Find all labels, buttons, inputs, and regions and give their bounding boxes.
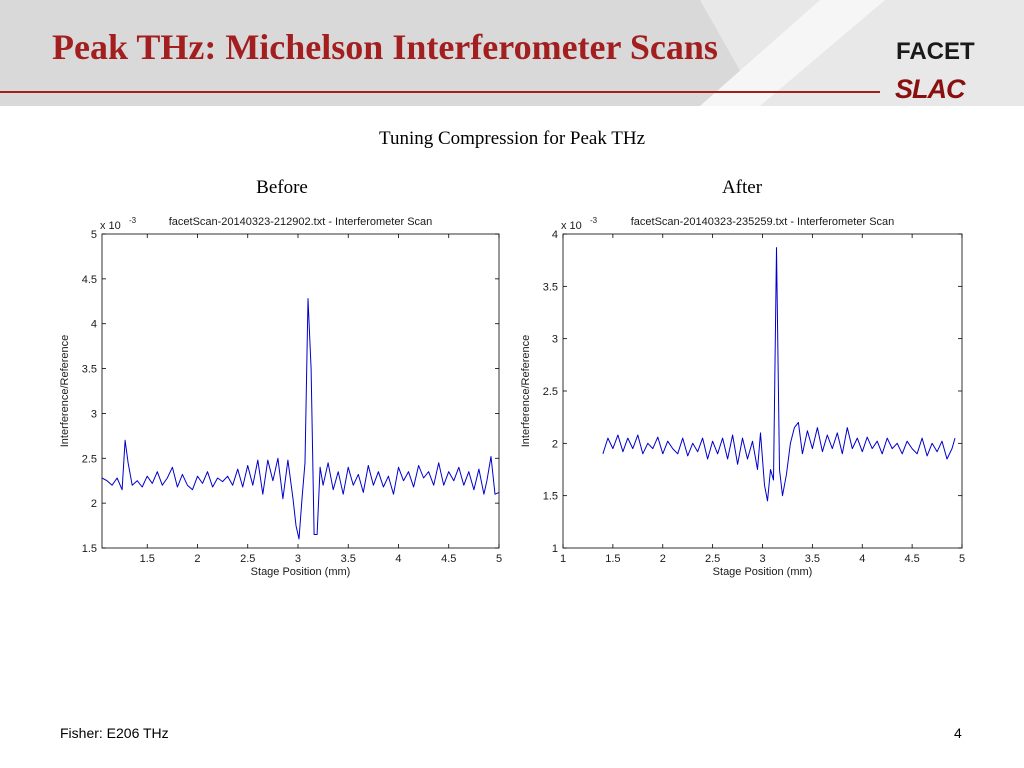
- header-decoration-stripe: [700, 0, 885, 106]
- chart-1-xtick-label: 4: [859, 553, 865, 565]
- chart-1-ytick-label: 1: [552, 543, 558, 555]
- chart-1-xtick-label: 3.5: [805, 553, 820, 565]
- chart-1-xtick-label: 5: [959, 553, 965, 565]
- chart-1-ytick-label: 4: [552, 229, 558, 241]
- chart-0-xtick-label: 3.5: [341, 553, 356, 565]
- chart-0-ylabel: Interference/Reference: [59, 335, 71, 448]
- chart-0-xtick-label: 1.5: [140, 553, 155, 565]
- chart-1-ytick-label: 3: [552, 334, 558, 346]
- page-number: 4: [954, 725, 962, 741]
- chart-0-y-multiplier: x 10: [100, 220, 121, 232]
- chart-0-plot-frame: [101, 233, 500, 549]
- chart-1-y-exponent: -3: [590, 216, 598, 225]
- chart-1-plot-frame: [562, 233, 963, 549]
- chart-0-xtick-label: 3: [295, 553, 301, 565]
- chart-0-xlabel: Stage Position (mm): [251, 566, 351, 578]
- chart-0-title: facetScan-20140323-212902.txt - Interfer…: [169, 216, 433, 228]
- panel-label-before: Before: [256, 177, 308, 198]
- chart-1-xlabel: Stage Position (mm): [713, 566, 813, 578]
- slide-subtitle: Tuning Compression for Peak THz: [379, 128, 645, 149]
- chart-1-ylabel: Interference/Reference: [520, 335, 532, 448]
- chart-1-ytick-label: 2.5: [543, 386, 558, 398]
- chart-0-ytick-label: 4.5: [82, 274, 97, 286]
- chart-1-xtick-label: 2: [660, 553, 666, 565]
- header-decoration: [700, 0, 1024, 106]
- chart-0-ytick-label: 2.5: [82, 453, 97, 465]
- chart-0-ytick-label: 4: [91, 319, 97, 331]
- chart-0-xtick-label: 2.5: [240, 553, 255, 565]
- chart-1-title: facetScan-20140323-235259.txt - Interfer…: [631, 216, 895, 228]
- chart-1-ytick-label: 2: [552, 438, 558, 450]
- chart-before: facetScan-20140323-212902.txt - Interfer…: [59, 216, 502, 578]
- chart-0-ytick-label: 5: [91, 229, 97, 241]
- chart-0-xtick-label: 5: [496, 553, 502, 565]
- chart-1-xtick-label: 2.5: [705, 553, 720, 565]
- chart-1-xtick-label: 3: [759, 553, 765, 565]
- chart-0-xtick-label: 4.5: [441, 553, 456, 565]
- footer-text: Fisher: E206 THz: [60, 725, 169, 741]
- chart-0-ytick-label: 3.5: [82, 364, 97, 376]
- facet-logo: FACET: [896, 38, 975, 65]
- panel-label-after: After: [721, 177, 763, 198]
- chart-1-ytick-label: 3.5: [543, 281, 558, 293]
- slide-title: Peak THz: Michelson Interferometer Scans: [52, 27, 718, 67]
- chart-1-xtick-label: 1.5: [605, 553, 620, 565]
- chart-0-xtick-label: 4: [395, 553, 401, 565]
- chart-1-y-multiplier: x 10: [561, 220, 582, 232]
- chart-1-xtick-label: 4.5: [904, 553, 919, 565]
- chart-0-ytick-label: 3: [91, 408, 97, 420]
- chart-0-xtick-label: 2: [194, 553, 200, 565]
- chart-after: facetScan-20140323-235259.txt - Interfer…: [520, 216, 965, 578]
- chart-1-xtick-label: 1: [560, 553, 566, 565]
- slac-logo: SLAC: [895, 74, 965, 104]
- chart-0-y-exponent: -3: [129, 216, 137, 225]
- chart-1-ytick-label: 1.5: [543, 491, 558, 503]
- header-rule-layer: [0, 91, 880, 93]
- chart-0-series-line-0: [101, 298, 500, 540]
- chart-0-ytick-label: 2: [91, 498, 97, 510]
- header-band: [0, 0, 1024, 106]
- chart-0-ytick-label: 1.5: [82, 543, 97, 555]
- chart-1-series-line-0: [602, 247, 956, 502]
